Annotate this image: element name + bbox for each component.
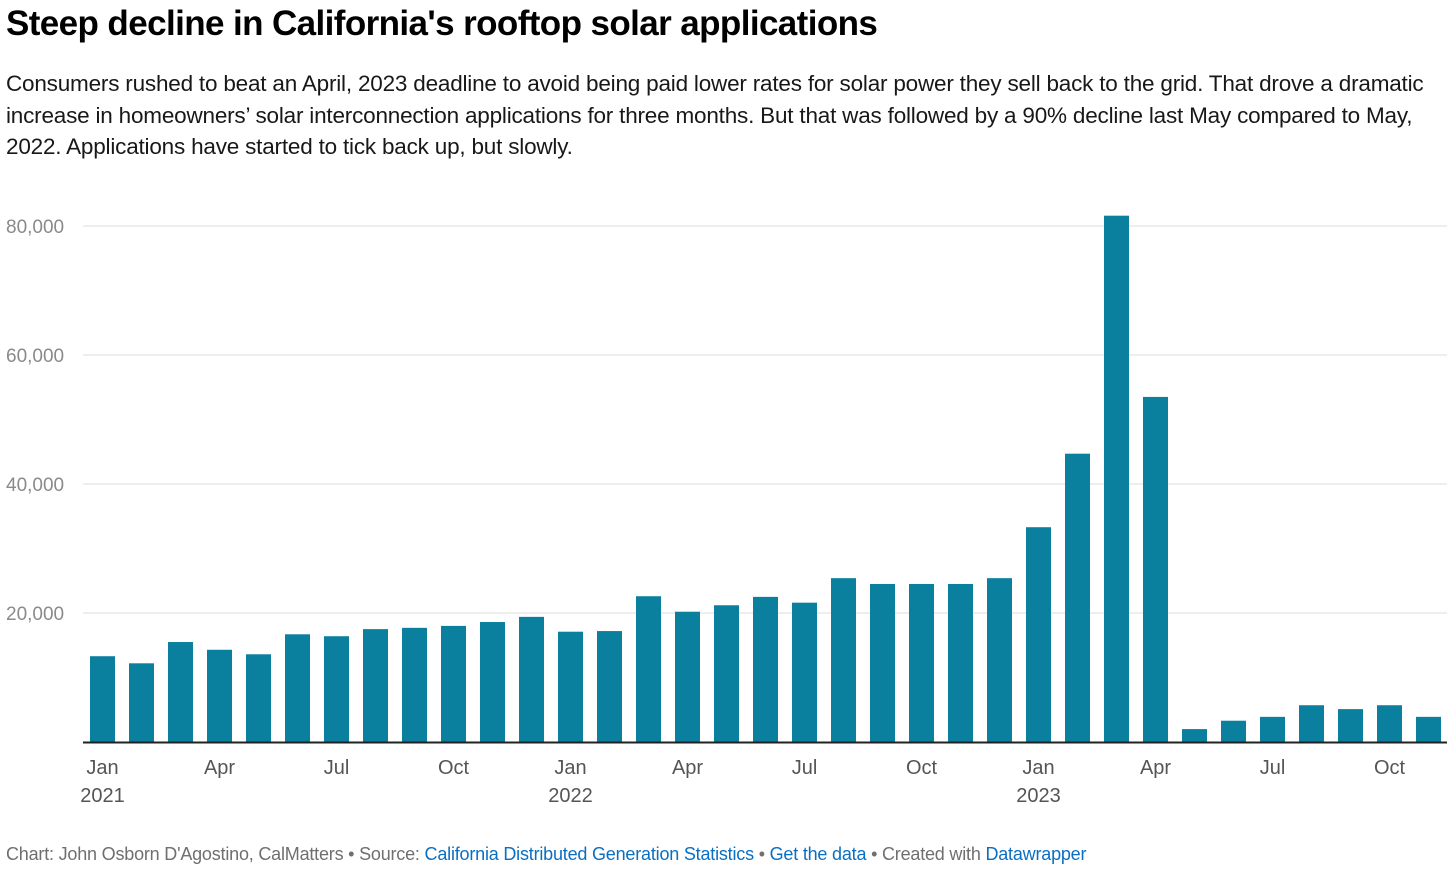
bar (129, 663, 154, 742)
bar (675, 611, 700, 742)
bar (441, 625, 466, 742)
bar (987, 578, 1012, 742)
bar (1416, 716, 1441, 742)
bar (792, 602, 817, 742)
bar (909, 583, 934, 742)
bar (1143, 396, 1168, 742)
chart-title: Steep decline in California's rooftop so… (6, 4, 878, 43)
y-tick-label: 20,000 (6, 604, 64, 625)
chart-footer: Chart: John Osborn D'Agostino, CalMatter… (6, 844, 1086, 865)
bar (714, 605, 739, 742)
x-tick-label: Oct (906, 757, 938, 779)
bar (558, 631, 583, 742)
source-link[interactable]: California Distributed Generation Statis… (424, 844, 755, 864)
x-tick-label: Jan (554, 757, 586, 779)
bar (1026, 527, 1051, 742)
bar (285, 634, 310, 742)
bar (1221, 720, 1246, 742)
x-tick-year-label: 2021 (80, 785, 125, 807)
bar (1260, 716, 1285, 742)
x-tick-label: Jan (1022, 757, 1054, 779)
footer-created-with: • Created with (866, 844, 986, 864)
x-tick-label: Jan (86, 757, 118, 779)
bar (480, 622, 505, 742)
x-tick-label: Oct (438, 757, 470, 779)
x-tick-year-label: 2022 (548, 785, 593, 807)
bar (1065, 453, 1090, 742)
x-tick-label: Jul (324, 757, 350, 779)
bar (870, 583, 895, 742)
chart-subtitle: Consumers rushed to beat an April, 2023 … (6, 71, 1424, 159)
get-data-link[interactable]: Get the data (769, 844, 867, 864)
bar (207, 649, 232, 742)
bar (948, 583, 973, 742)
bar (636, 596, 661, 742)
footer-credit: Chart: John Osborn D'Agostino, CalMatter… (6, 844, 425, 864)
x-tick-label: Jul (792, 757, 818, 779)
x-tick-year-label: 2023 (1016, 785, 1061, 807)
bar (363, 629, 388, 742)
bar (90, 656, 115, 742)
y-tick-label: 60,000 (6, 346, 64, 367)
bar (831, 578, 856, 742)
bar (519, 616, 544, 742)
x-tick-label: Apr (672, 757, 703, 779)
y-tick-label: 40,000 (6, 475, 64, 496)
bar (753, 596, 778, 742)
x-tick-label: Apr (1140, 757, 1171, 779)
bar (1377, 705, 1402, 742)
bar (324, 636, 349, 742)
footer-separator: • (753, 844, 770, 864)
bar (1338, 709, 1363, 742)
bar (402, 627, 427, 742)
bar (246, 654, 271, 742)
bar (1299, 705, 1324, 742)
bar (597, 631, 622, 742)
y-tick-label: 80,000 (6, 217, 64, 238)
x-tick-label: Apr (204, 757, 235, 779)
x-tick-label: Oct (1374, 757, 1406, 779)
x-tick-label: Jul (1260, 757, 1286, 779)
datawrapper-link[interactable]: Datawrapper (985, 844, 1087, 864)
bar (1104, 215, 1129, 742)
bar (168, 642, 193, 742)
bar (1182, 729, 1207, 742)
